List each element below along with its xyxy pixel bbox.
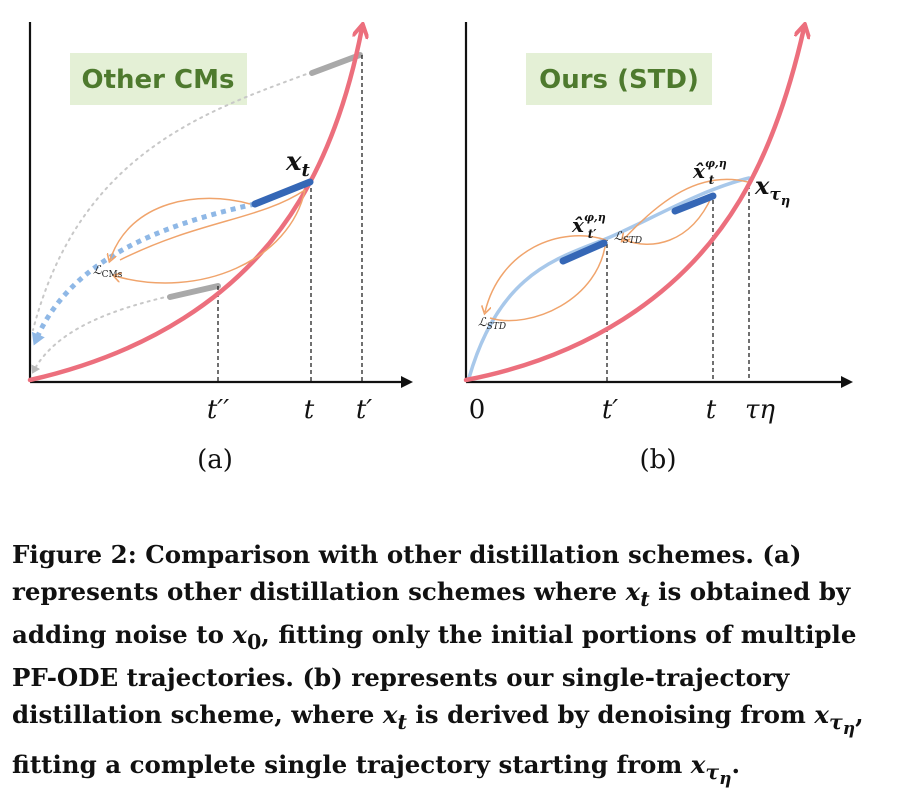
panel-a-tick-t: t: [304, 395, 315, 425]
figure-caption: Figure 2: Comparison with other distilla…: [12, 537, 892, 798]
caption-math-x0: x0: [232, 619, 262, 654]
caption-math-xtau-2: xτη: [690, 750, 732, 790]
panel-a-gray-segment-bottom: [167, 283, 221, 300]
panel-b-loss-label-upper: ℒSTD: [614, 229, 642, 246]
caption-text-5: , fitting a complete single trajectory s…: [12, 699, 864, 780]
panel-a-tick-tp: t′: [356, 395, 372, 425]
panel-b-tick-tp: t′: [602, 395, 618, 425]
panel-a-tick-tpp: t′′: [207, 395, 229, 425]
panel-a-loss-arc-1: [110, 197, 251, 260]
panel-b-xhat-t-label: x̂φ,η t: [692, 157, 727, 187]
panel-a-gray-trajectory-bottom: [31, 295, 171, 374]
panel-a-loss-arc-2: [119, 189, 306, 261]
panel-b-blue-segment-t: [671, 192, 717, 215]
caption-text-1: Comparison with other distillation schem…: [12, 540, 802, 606]
panel-a: Other CMs xt ℒCMs t′′ t t′ (a): [27, 22, 413, 475]
figure: Other CMs xt ℒCMs t′′ t t′ (a) Ours: [27, 0, 853, 475]
panel-b-tick-zero: 0: [469, 395, 486, 425]
caption-text-3: , fitting only the initial portions of m…: [12, 619, 857, 729]
caption-math-xtau-1: xτη: [814, 699, 856, 739]
caption-text-2: is obtained by adding noise to: [12, 576, 851, 649]
panel-b-title-box: [526, 53, 712, 105]
panel-b-pfode-curve: [463, 28, 804, 383]
panel-b-loss-arc-lower-1: [485, 235, 607, 312]
panel-b-loss-arc-upper-1: [623, 178, 749, 240]
panel-a-blue-trajectory: [31, 201, 256, 346]
caption-math-xt-1: xt: [625, 576, 650, 611]
panel-b-std-trajectory: [467, 176, 751, 380]
panel-b-loss-arc-upper-2: [624, 195, 713, 245]
panel-a-gray-segment-top: [309, 52, 363, 76]
panel-a-blue-segment: [251, 178, 314, 208]
panel-b: Ours (STD) xτη x̂φ,η t x̂φ,η t′ ℒSTD ℒSTD …: [463, 22, 853, 475]
panel-a-xt-label: xt: [285, 147, 311, 181]
panel-a-title-box: [70, 53, 247, 105]
caption-text-4: is derived by denoising from: [406, 699, 815, 729]
caption-math-xt-2: xt: [382, 699, 407, 734]
panel-b-tick-t: t: [706, 395, 717, 425]
panel-b-tick-tau: τη: [745, 395, 775, 425]
caption-text-6: .: [731, 750, 741, 780]
panel-a-loss-label: ℒCMs: [93, 263, 123, 280]
caption-label: Figure 2:: [12, 540, 137, 569]
panel-b-blue-segment-tp: [559, 239, 608, 265]
panel-b-xtau-label: xτη: [754, 171, 790, 209]
panel-a-sublabel: (a): [197, 445, 233, 475]
panel-b-sublabel: (b): [640, 445, 677, 475]
panel-a-title: Other CMs: [82, 65, 235, 95]
panel-b-title: Ours (STD): [539, 65, 699, 95]
panel-b-loss-label-lower: ℒSTD: [478, 315, 506, 332]
panel-b-xhat-tp-label: x̂φ,η t′: [571, 211, 606, 241]
panel-a-gray-trajectory-top: [32, 71, 313, 331]
panel-a-pfode-curve: [27, 28, 362, 383]
panel-a-loss-arc-3: [115, 189, 306, 284]
panel-b-loss-arc-lower-2: [489, 239, 607, 322]
